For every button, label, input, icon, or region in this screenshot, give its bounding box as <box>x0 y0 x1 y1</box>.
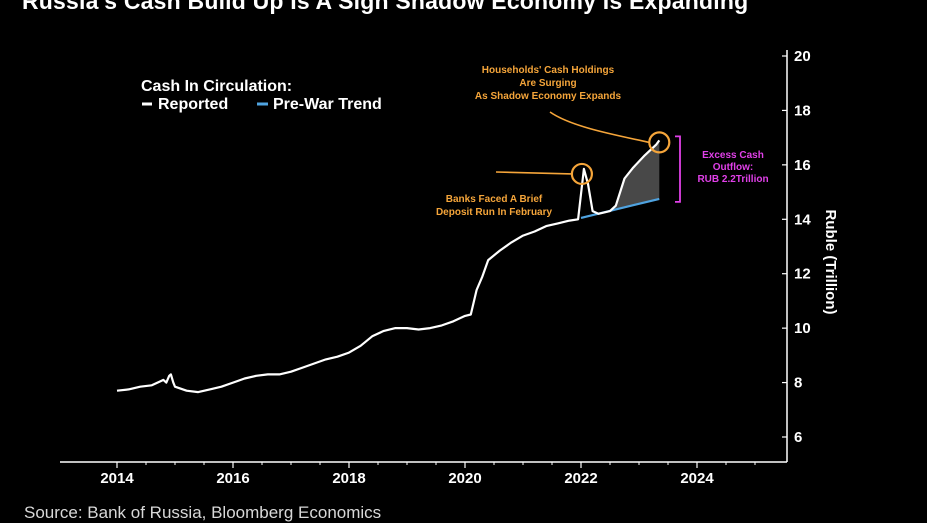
deposit-run-annotation-line: Banks Faced A Brief <box>446 194 543 205</box>
y-axis-label: Ruble (Trillion) <box>822 210 839 315</box>
x-tick-label: 2014 <box>100 470 134 487</box>
y-tick-label: 12 <box>794 266 811 283</box>
x-tick-label: 2024 <box>680 470 714 487</box>
series-pre-war-trend-line <box>580 197 660 219</box>
x-tick-label: 2020 <box>448 470 481 487</box>
legend-title: Cash In Circulation: <box>141 78 292 95</box>
y-tick-label: 10 <box>794 320 811 337</box>
excess-annotation-line: RUB 2.2Trillion <box>697 174 768 185</box>
excess-cash-area <box>610 140 660 212</box>
source-note: Source: Bank of Russia, Bloomberg Econom… <box>24 503 382 522</box>
households-leader-line <box>549 111 650 144</box>
legend-label-trend: Pre-War Trend <box>273 96 382 113</box>
households-annotation-line: Are Surging <box>519 78 576 89</box>
chart-title: Russia's Cash Build Up Is A Sign Shadow … <box>22 0 749 14</box>
deposit-run-leader-line <box>495 171 572 175</box>
y-tick-label: 14 <box>794 211 811 228</box>
y-tick-label: 6 <box>794 429 802 446</box>
y-tick-label: 16 <box>794 157 811 174</box>
excess-annotation-line: Outflow: <box>713 162 754 173</box>
legend-label-reported: Reported <box>158 96 228 113</box>
series-reported-line <box>116 139 661 394</box>
y-tick-label: 20 <box>794 48 811 65</box>
x-tick-label: 2016 <box>216 470 249 487</box>
households-annotation-line: As Shadow Economy Expands <box>475 91 622 102</box>
x-tick-label: 2018 <box>332 470 365 487</box>
households-annotation-line: Households' Cash Holdings <box>482 65 615 76</box>
excess-bracket <box>675 135 681 203</box>
y-tick-label: 8 <box>794 375 802 392</box>
y-tick-label: 18 <box>794 102 811 119</box>
excess-annotation-line: Excess Cash <box>702 150 764 161</box>
deposit-run-annotation-line: Deposit Run In February <box>436 207 553 218</box>
x-tick-label: 2022 <box>564 470 597 487</box>
